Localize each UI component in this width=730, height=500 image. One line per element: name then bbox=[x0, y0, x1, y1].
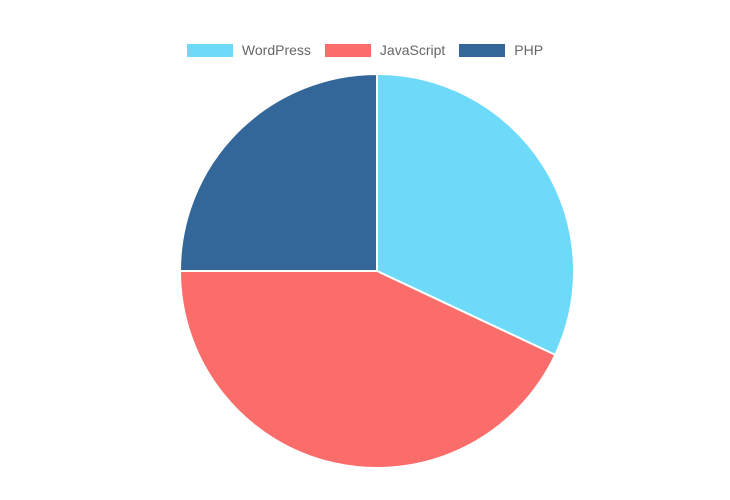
legend-label-wordpress: WordPress bbox=[241, 42, 311, 58]
chart-legend: WordPress JavaScript PHP bbox=[0, 42, 730, 58]
legend-item-php[interactable]: PHP bbox=[459, 42, 543, 58]
pie-slice-javascript[interactable] bbox=[179, 270, 557, 469]
legend-swatch-php bbox=[459, 43, 506, 57]
pie-slice-wordpress[interactable] bbox=[376, 73, 575, 356]
legend-label-javascript: JavaScript bbox=[379, 42, 446, 58]
legend-item-wordpress[interactable]: WordPress bbox=[186, 42, 311, 58]
legend-item-javascript[interactable]: JavaScript bbox=[324, 42, 446, 58]
legend-swatch-javascript bbox=[324, 43, 371, 57]
legend-label-php: PHP bbox=[514, 42, 544, 58]
pie-slice-php[interactable] bbox=[179, 73, 378, 272]
legend-swatch-wordpress bbox=[186, 43, 233, 57]
